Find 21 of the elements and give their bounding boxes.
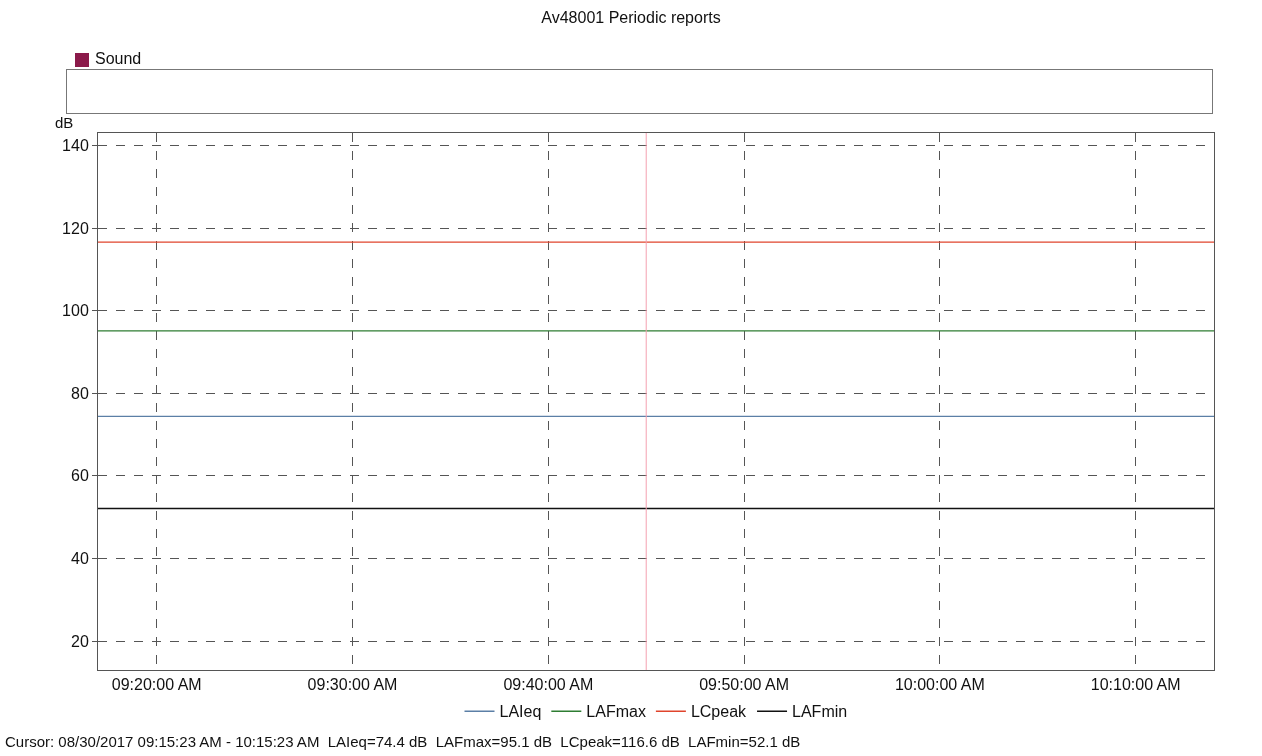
y-tick-label: 60: [71, 467, 89, 485]
x-tick-label: 09:50:00 AM: [699, 676, 790, 694]
legend-label: LAFmax: [586, 703, 646, 721]
y-tick-label: 80: [71, 384, 89, 402]
y-axis-title: dB: [55, 114, 74, 131]
legend-label: LCpeak: [690, 703, 748, 721]
y-tick-label: 120: [62, 219, 89, 237]
legend-label: LAFmin: [792, 703, 848, 721]
x-tick-label: 09:40:00 AM: [503, 676, 594, 694]
x-tick-label: 10:10:00 AM: [1090, 676, 1181, 694]
x-tick-label: 09:20:00 AM: [111, 676, 202, 694]
legend-label: LAIeq: [499, 703, 542, 721]
text: Cursor: 08/30/2017 09:15:23 AM - 10:15:23 AM LAIeq=74.4 dB LAFmax=95.1 dB LCpeak=116.6 dB LAFmin=52.1 dB: [5, 733, 801, 750]
text: Sound: [95, 50, 142, 68]
x-tick-label: 10:00:00 AM: [894, 676, 985, 694]
y-tick-label: 140: [62, 136, 89, 154]
y-tick-label: 40: [71, 550, 89, 568]
x-tick-label: 09:30:00 AM: [307, 676, 398, 694]
chart-title: Av48001 Periodic reports: [541, 8, 721, 26]
y-tick-label: 100: [62, 302, 89, 320]
y-tick-label: 20: [71, 632, 89, 650]
